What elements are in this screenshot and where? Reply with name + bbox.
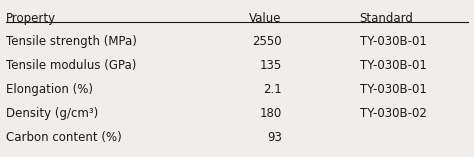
Text: Carbon content (%): Carbon content (%) [6, 131, 122, 144]
Text: 93: 93 [267, 131, 282, 144]
Text: Standard: Standard [359, 12, 413, 25]
Text: TY-030B-02: TY-030B-02 [359, 107, 427, 120]
Text: TY-030B-01: TY-030B-01 [359, 35, 427, 48]
Text: Tensile modulus (GPa): Tensile modulus (GPa) [6, 59, 137, 72]
Text: Density (g/cm³): Density (g/cm³) [6, 107, 98, 120]
Text: Value: Value [249, 12, 282, 25]
Text: 135: 135 [260, 59, 282, 72]
Text: Property: Property [6, 12, 56, 25]
Text: Tensile strength (MPa): Tensile strength (MPa) [6, 35, 137, 48]
Text: Elongation (%): Elongation (%) [6, 83, 93, 96]
Text: TY-030B-01: TY-030B-01 [359, 59, 427, 72]
Text: 180: 180 [260, 107, 282, 120]
Text: 2550: 2550 [252, 35, 282, 48]
Text: TY-030B-01: TY-030B-01 [359, 83, 427, 96]
Text: 2.1: 2.1 [263, 83, 282, 96]
